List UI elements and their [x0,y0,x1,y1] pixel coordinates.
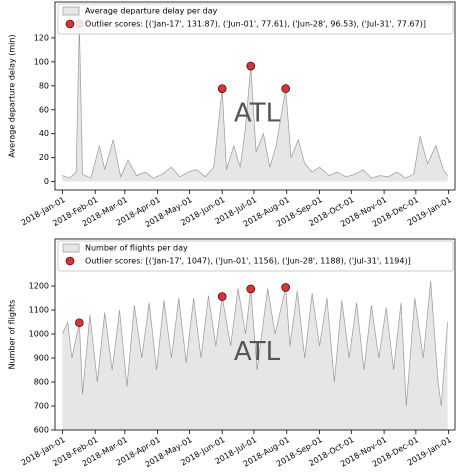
outlier-point [246,61,256,71]
y-axis-label: Average departure delay (min) [8,34,17,157]
legend-box [57,3,454,35]
y-tick-label: 800 [34,378,49,387]
outlier-point [75,318,84,328]
area [62,23,448,182]
legend-label: Outlier scores: [('Jan-17', 131.87), ('J… [85,20,426,29]
legend-swatch [62,6,80,16]
legend-marker [65,256,75,266]
y-tick-label: 1000 [29,330,49,339]
outlier-point [246,284,256,294]
y-tick-label: 60 [39,105,49,114]
y-tick-label: 600 [34,426,49,435]
legend: Number of flights per day Outlier scores:… [57,240,454,272]
y-tick-label: 120 [34,33,49,42]
axes-frame [54,1,456,191]
legend-label: Outlier scores: [('Jan-17', 1047), ('Jun… [85,257,411,266]
y-tick-label: 80 [39,81,49,90]
legend-box [57,240,454,272]
y-axis-label: Number of flights [8,300,17,370]
y-tick-label: 100 [34,57,49,66]
legend-marker [65,19,75,29]
area [62,281,448,430]
axes-frame [54,238,456,431]
annotation: ATL [234,337,281,367]
y-tick-label: 1200 [29,282,49,291]
annotation: ATL [234,99,281,129]
y-tick-label: 1100 [29,306,49,315]
legend: Average departure delay per day Outlier s… [57,3,454,35]
legend-swatch [62,243,80,253]
outlier-point [217,292,227,301]
legend-label: Number of flights per day [85,244,188,253]
y-tick-label: 700 [34,402,49,411]
outlier-point [281,283,290,292]
y-tick-label: 0 [44,177,49,186]
legend-label: Average departure delay per day [85,7,218,16]
y-tick-label: 20 [39,153,49,162]
outlier-point [281,84,290,93]
y-tick-label: 40 [39,129,49,138]
outlier-point [217,84,227,93]
y-tick-label: 900 [34,354,49,363]
